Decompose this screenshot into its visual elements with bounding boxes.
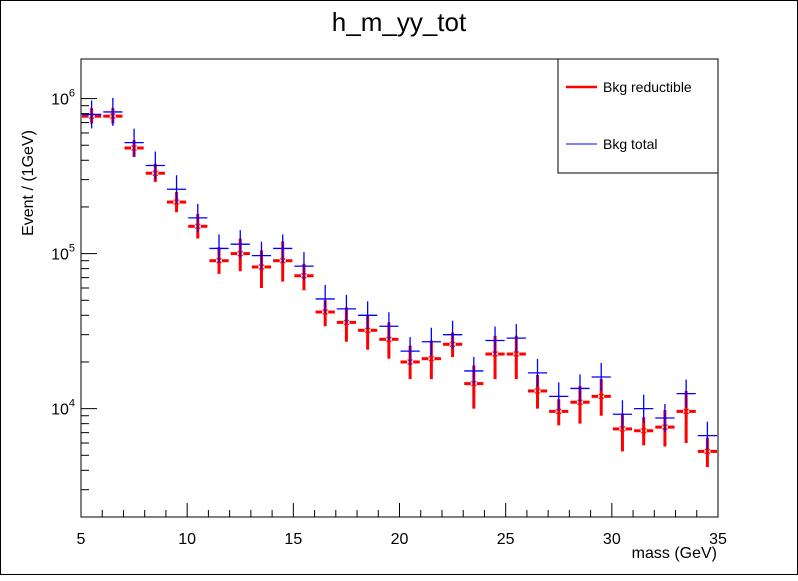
x-tick-label: 10 — [178, 531, 196, 548]
total-point — [230, 230, 250, 259]
legend-label-total: Bkg total — [603, 136, 657, 152]
total-point — [294, 252, 314, 281]
total-point — [549, 382, 569, 411]
reductible-marker — [619, 426, 626, 432]
total-point — [591, 362, 611, 391]
reductible-marker — [683, 408, 690, 415]
y-axis-label: Event / (1GeV) — [20, 130, 37, 236]
chart-title: h_m_yy_tot — [332, 7, 467, 37]
total-point — [103, 97, 123, 126]
total-point — [421, 327, 441, 356]
reductible-marker — [428, 355, 435, 362]
reductible-marker — [555, 408, 562, 415]
x-tick-label: 20 — [391, 531, 409, 548]
total-point — [82, 100, 102, 129]
legend: Bkg reductible Bkg total — [557, 58, 719, 174]
reductible-marker — [534, 388, 541, 394]
total-point — [464, 356, 484, 385]
total-point — [570, 374, 590, 403]
reductible-marker — [364, 327, 371, 334]
total-point — [506, 324, 526, 353]
y-tick-label: 106 — [51, 88, 75, 109]
x-tick-label: 30 — [603, 531, 621, 548]
reductible-marker — [598, 393, 605, 400]
total-point — [612, 400, 633, 429]
total-point — [315, 284, 335, 313]
x-tick-label: 15 — [284, 531, 302, 548]
total-point — [400, 337, 420, 366]
y-tick-label: 105 — [51, 243, 75, 264]
total-point — [145, 151, 165, 180]
total-point — [336, 294, 357, 323]
total-point — [634, 394, 654, 423]
total-point — [273, 234, 293, 263]
total-point — [527, 358, 548, 387]
total-point — [485, 326, 505, 355]
x-tick-label: 35 — [709, 531, 727, 548]
total-point — [442, 320, 463, 349]
legend-box — [557, 58, 719, 174]
total-point — [676, 379, 696, 408]
x-axis-label: mass (GeV) — [632, 545, 717, 562]
reductible-marker — [704, 448, 711, 455]
reductible-marker — [640, 427, 647, 434]
total-point — [697, 421, 717, 450]
total-point — [358, 301, 378, 330]
x-tick-label: 5 — [77, 531, 86, 548]
data-marks — [82, 97, 717, 468]
reductible-marker — [513, 351, 520, 357]
y-tick-label: 104 — [51, 398, 75, 419]
axes: 5 10 15 20 25 30 35 104 105 106 — [51, 88, 727, 548]
total-point — [251, 241, 272, 270]
total-point — [379, 312, 399, 341]
total-point — [209, 234, 229, 263]
total-point — [655, 404, 675, 433]
total-point — [166, 175, 187, 204]
legend-label-reductible: Bkg reductible — [603, 79, 692, 95]
total-point — [188, 203, 208, 232]
x-tick-label: 25 — [497, 531, 515, 548]
total-point — [124, 128, 144, 157]
